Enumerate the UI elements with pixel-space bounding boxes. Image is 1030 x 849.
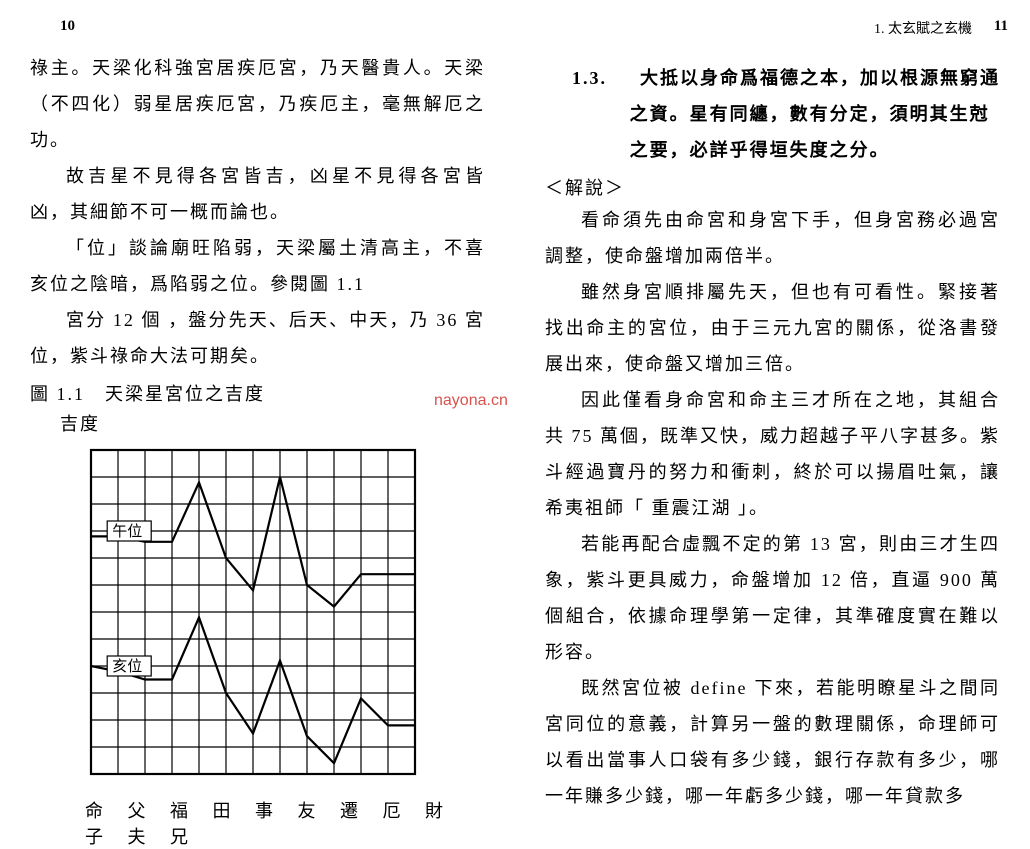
right-body: 1.3. 大抵以身命爲福德之本，加以根源無窮通之資。星有同纏，數有分定，須明其生…	[545, 60, 1000, 814]
watermark-text: nayona.cn	[434, 392, 508, 410]
para: 因此僅看身命宮和命主三才所在之地，其組合共 75 萬個，既準又快，威力超越子平八…	[545, 382, 1000, 526]
page-right: 1. 太玄賦之玄機 11 1.3. 大抵以身命爲福德之本，加以根源無窮通之資。星…	[515, 0, 1030, 791]
line-chart: 午位亥位	[85, 444, 485, 785]
page-number-left: 10	[60, 18, 75, 35]
para: 「位」談論廟旺陷弱，天梁屬土清高主，不喜亥位之陰暗，爲陷弱之位。參閱圖 1.1	[30, 230, 485, 302]
para: 祿主。天梁化科強宮居疾厄宮，乃天醫貴人。天梁（不四化）弱星居疾厄宮，乃疾厄主，毫…	[30, 50, 485, 158]
section-number: 1.3.	[572, 68, 607, 88]
explain-label: ＜解說＞	[545, 174, 1000, 200]
figure-title: 圖 1.1 天梁星宮位之吉度	[30, 380, 485, 406]
left-text: 祿主。天梁化科強宮居疾厄宮，乃天醫貴人。天梁（不四化）弱星居疾厄宮，乃疾厄主，毫…	[30, 50, 485, 374]
section-text: 大抵以身命爲福德之本，加以根源無窮通之資。星有同纏，數有分定，須明其生尅之要，必…	[630, 68, 1000, 160]
page-header-right: 1. 太玄賦之玄機	[874, 18, 972, 38]
left-body: 祿主。天梁化科強宮居疾厄宮，乃天醫貴人。天梁（不四化）弱星居疾厄宮，乃疾厄主，毫…	[30, 50, 485, 849]
right-text: 看命須先由命宮和身宮下手，但身宮務必過宮調整，使命盤增加兩倍半。 雖然身宮順排屬…	[545, 202, 1000, 814]
para: 若能再配合虛飄不定的第 13 宮，則由三才生四象，紫斗更具威力，命盤增加 12 …	[545, 526, 1000, 670]
para: 雖然身宮順排屬先天，但也有可看性。緊接著找出命主的宮位，由于三元九宮的關係，從洛…	[545, 274, 1000, 382]
para: 故吉星不見得各宮皆吉，凶星不見得各宮皆凶，其細節不可一概而論也。	[30, 158, 485, 230]
para: 既然宮位被 define 下來，若能明瞭星斗之間同宮同位的意義，計算另一盤的數理…	[545, 670, 1000, 814]
para: 宮分 12 個 ，盤分先天、后天、中天，乃 36 宮位，紫斗祿命大法可期矣。	[30, 302, 485, 374]
para: 看命須先由命宮和身宮下手，但身宮務必過宮調整，使命盤增加兩倍半。	[545, 202, 1000, 274]
chart-x-axis-labels: 命 父 福 田 事 友 遷 厄 財 子 夫 兄	[85, 797, 485, 849]
chart-y-axis-label: 吉度	[60, 410, 485, 436]
page-number-right: 11	[994, 18, 1008, 35]
chart-svg: 午位亥位	[85, 444, 421, 780]
svg-text:亥位: 亥位	[112, 658, 142, 675]
svg-text:午位: 午位	[112, 523, 142, 540]
section-heading: 1.3. 大抵以身命爲福德之本，加以根源無窮通之資。星有同纏，數有分定，須明其生…	[572, 60, 1000, 168]
